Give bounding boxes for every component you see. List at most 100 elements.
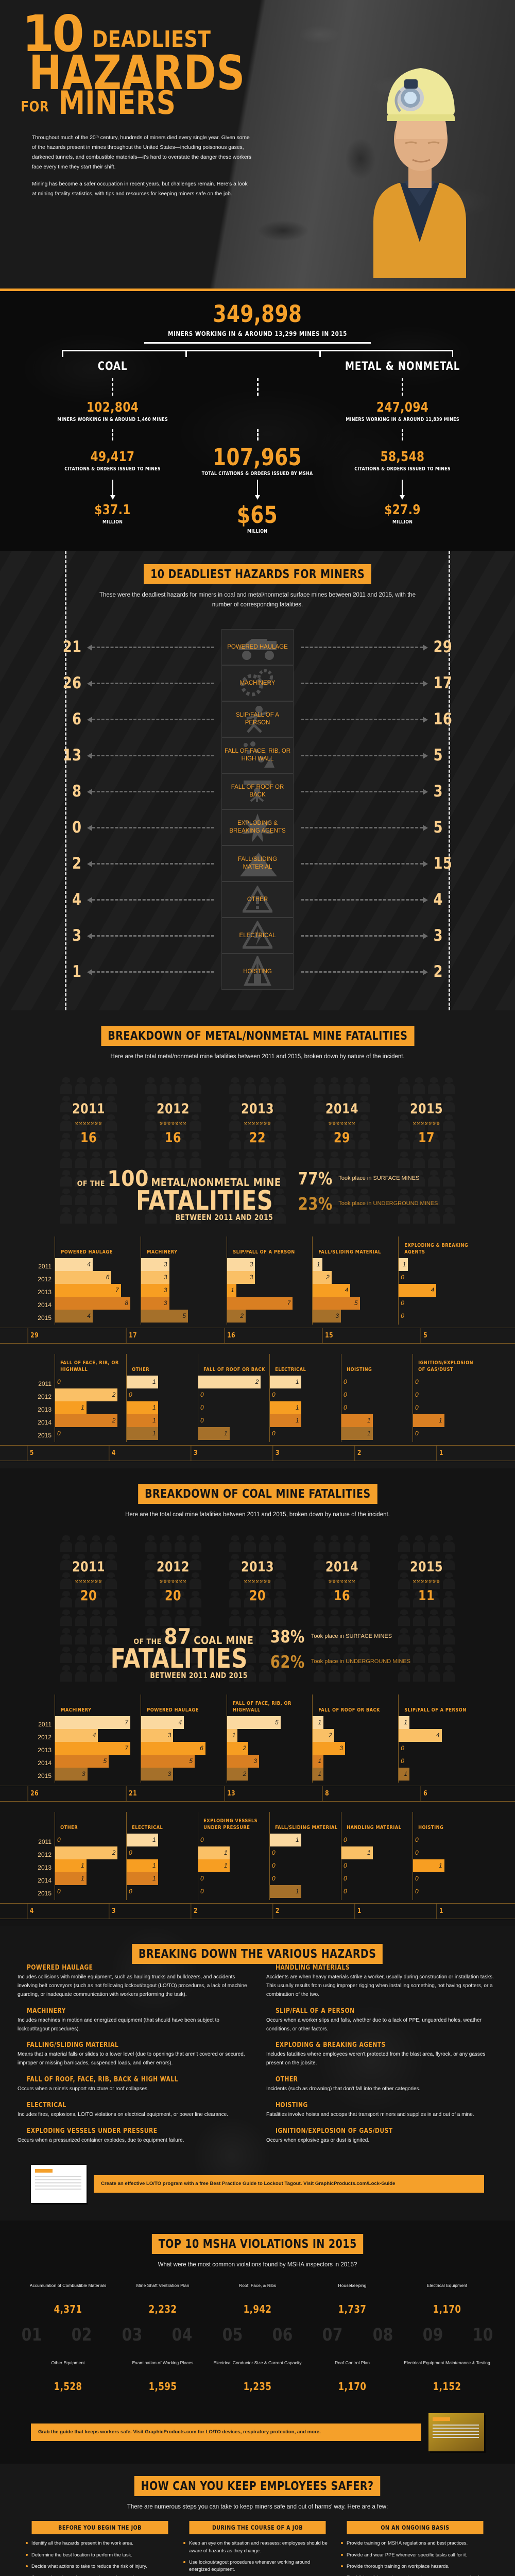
bar-fill: 4: [399, 1729, 442, 1742]
bar-value: 0: [200, 1404, 204, 1412]
violation-cell: Housekeeping 1,737: [305, 2279, 400, 2324]
series-label: Fall OF Roof OR Back: [203, 1366, 265, 1372]
metal-year-blocks: 2011 ⚒⚒⚒⚒⚒⚒⚒ 16 2012 ⚒⚒⚒⚒⚒⚒⚒ 16 2013 ⚒⚒⚒⚒⚒⚒⚒ 22 2…: [0, 1062, 515, 1224]
coal-connector: [87, 716, 214, 723]
year-tick: 2015: [38, 1314, 52, 1322]
chart-bar: 1: [313, 1716, 398, 1730]
series-label: EXPLODING & BREAKING AGENTS: [404, 1243, 469, 1255]
cta-products-text[interactable]: Grab the guide that keeps workers safe. …: [31, 2423, 421, 2441]
chart-bar: 0: [399, 1310, 484, 1323]
hazard-row: 13 FALL OF FACE, RIB, OR HIGH WALL 5: [0, 737, 515, 774]
bar-value: 1: [224, 1862, 228, 1870]
chart-bar: 1: [198, 1427, 269, 1440]
bar-value: 1: [81, 1862, 84, 1870]
violation-rank: 01: [21, 2324, 42, 2345]
coal-penalty-value: $37.1: [94, 502, 131, 518]
coal-fatalities-word: FATALITIES: [110, 1643, 248, 1674]
cta-products-guide[interactable]: Grab the guide that keeps workers safe. …: [0, 2401, 515, 2459]
bar-value: 2: [240, 1312, 244, 1320]
guide-document-thumbnail: [31, 2165, 87, 2204]
chart-bar: 1: [270, 1401, 341, 1415]
chart-series-column: Fall OF Face, Rib, OR HIGHWALL 0 2 1 2 0: [55, 1354, 126, 1443]
hazard-cell: FALL OF FACE, RIB, OR HIGH WALL: [221, 737, 294, 774]
metal-connector: [301, 896, 428, 903]
metal-fatalities-headline: of the 100 METAL/NONMETAL MINE FATALITIE…: [0, 1151, 515, 1229]
coal-miners-value: 102,804: [86, 400, 139, 415]
gears-icon: [241, 669, 273, 697]
chart-bar: 1: [341, 1414, 413, 1428]
series-label: Fall OF Face, Rib, OR HIGHWALL: [232, 1701, 291, 1713]
total-citations-label: TOTAL CITATIONS & ORDERS ISSUED BY MSHA: [202, 470, 313, 477]
bar-value: 0: [129, 1849, 132, 1857]
bar-value: 2: [112, 1849, 116, 1857]
year-fatality-count: 16: [333, 1587, 351, 1604]
year-tick: 2014: [38, 1877, 52, 1885]
bar-value: 1: [296, 1404, 299, 1412]
bar-value: 0: [272, 1862, 276, 1870]
hazard-row: 4 OTHER 4: [0, 882, 515, 918]
hazard-desc-title: SLIP/FALL OF A PERSON: [275, 2007, 355, 2015]
hazard-description: MACHINERY Includes machines in motion and…: [18, 2007, 249, 2034]
safety-column-during: DURING THE COURSE OF A JOB Keep an eye o…: [183, 2521, 332, 2576]
metal-surface-pct-row: 77% Took place in SURFACE MINES: [297, 1170, 438, 1187]
violation-rank: 08: [372, 2324, 393, 2345]
year-label: 2013: [241, 1558, 274, 1575]
year-fatality-count: 11: [418, 1587, 435, 1604]
chart-bar: 1: [313, 1755, 398, 1768]
coal-surface-pct-row: 38% Took place in SURFACE MINES: [269, 1628, 410, 1645]
chart-bar: 2: [55, 1414, 126, 1428]
coal-connector: [87, 680, 214, 687]
year-fatality-count: 17: [418, 1129, 435, 1146]
chart-series-column: SLIP/FALL OF A PERSON 3 3 1 7 2: [226, 1236, 313, 1325]
violations-subtitle: What were the most common violations fou…: [158, 2262, 357, 2268]
chart-bar: 3: [313, 1742, 398, 1755]
hazard-desc-text: Means that a material falls or slides to…: [18, 2052, 245, 2066]
bar-value: 4: [345, 1286, 349, 1294]
violation-rank: 05: [222, 2324, 243, 2345]
bar-value: 2: [326, 1274, 330, 1281]
bar-fill: 4: [141, 1716, 184, 1730]
hazard-description: ELECTRICAL Includes fires, explosions, LO…: [18, 2102, 249, 2120]
bar-value: 0: [415, 1430, 419, 1437]
bar-value: 1: [367, 1430, 371, 1437]
coal-guide-line: [65, 551, 66, 1011]
bar-value: 3: [163, 1286, 167, 1294]
bar-fill: 7: [227, 1297, 293, 1310]
series-total: 1: [354, 1904, 430, 1919]
bar-value: 1: [224, 1849, 228, 1857]
total-citations-value: 107,965: [213, 443, 302, 471]
chart-bar: 5: [55, 1755, 141, 1768]
bar-fill: 1: [127, 1859, 158, 1873]
bar-fill: 3: [55, 1768, 88, 1781]
bar-fill: 3: [227, 1755, 260, 1768]
chart-bar: 0: [413, 1872, 484, 1885]
hazard-label: POWERED HAULAGE: [227, 643, 288, 650]
series-label: HANDLING MATERIAL: [347, 1824, 402, 1831]
cta-lockout-text[interactable]: Create an effective LO/TO program with a…: [94, 2175, 484, 2193]
metal-surface-pct: 77%: [298, 1168, 333, 1189]
bar-fill: 1: [227, 1284, 236, 1297]
bar-value: 1: [296, 1378, 299, 1386]
violation-rank: 09: [422, 2324, 443, 2345]
people-pictogram: [228, 1534, 287, 1682]
people-pictogram: [228, 1076, 287, 1224]
coal-bar-chart-part1: 2011 2012 2013 2014 2015 MACHINERY 7 4 7 5 3 POWERE…: [0, 1686, 515, 1804]
bar-fill: 1: [127, 1834, 158, 1847]
series-label: EXPLODING VESSELS UNDER PRESSURE: [203, 1818, 258, 1831]
bar-fill: 1: [55, 1401, 87, 1415]
chart-series-column: OTHER 1 0 1 1 1: [126, 1354, 198, 1443]
bar-fill: 3: [141, 1271, 169, 1284]
bar-value: 0: [401, 1274, 404, 1281]
hazard-desc-right-column: HANDLING MATERIALS Accidents are when hea…: [266, 1964, 497, 2153]
year-tick: 2014: [38, 1301, 52, 1309]
chart-bar: 0: [270, 1846, 341, 1859]
sliding-material-icon: [240, 853, 277, 877]
chart-totals-row: 26 21 13 8 6: [0, 1786, 515, 1802]
coal-subtitle: Here are the total coal mine fatalities …: [125, 1512, 390, 1518]
workforce-stats-section: 349,898 MINERS WORKING IN & AROUND 13,29…: [0, 289, 515, 551]
cta-lockout-guide[interactable]: Create an effective LO/TO program with a…: [0, 2153, 515, 2210]
coal-connector: [87, 788, 214, 795]
year-label: 2011: [72, 1100, 106, 1117]
bar-fill: 1: [413, 1859, 444, 1873]
series-label: MACHINERY: [147, 1249, 178, 1255]
